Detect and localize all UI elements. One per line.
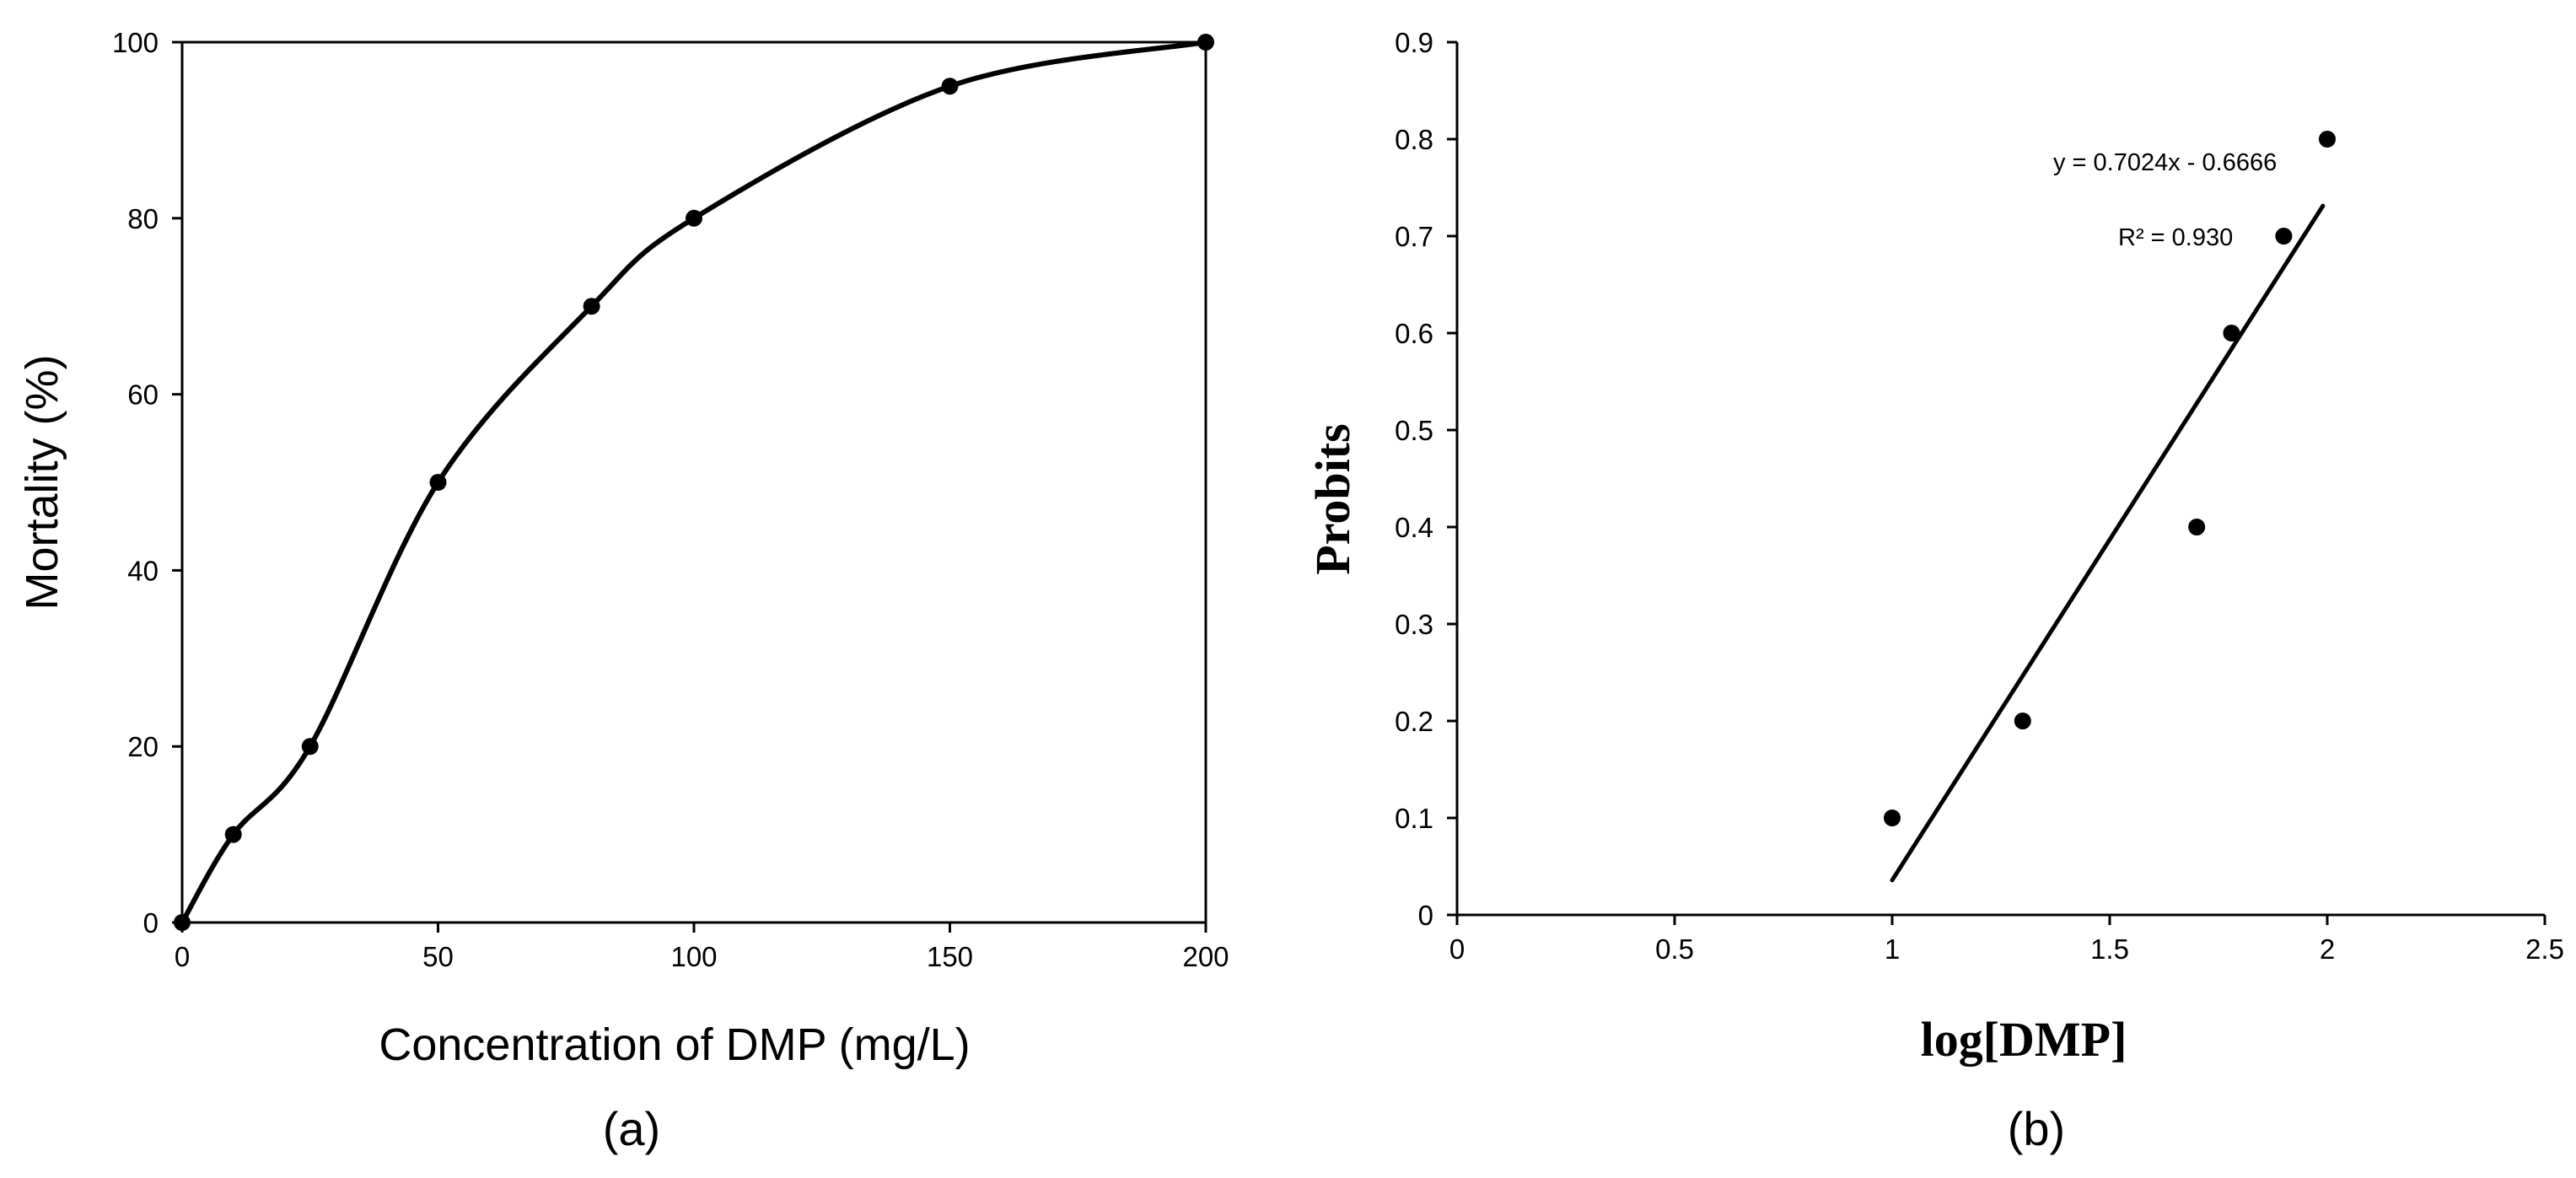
chart-b-y-tick-label: 0.7 (1395, 221, 1433, 252)
chart-b-data-point (2223, 325, 2240, 342)
chart-a-data-point (583, 298, 600, 315)
chart-a-y-tick-label: 100 (112, 27, 159, 58)
chart-a-x-tick-label: 150 (927, 941, 973, 972)
chart-b-equation-annotation: y = 0.7024x - 0.6666 (2053, 149, 2277, 176)
chart-a-data-point (686, 209, 702, 227)
chart-a-y-tick-label: 80 (127, 203, 159, 234)
chart-b-x-tick-label: 2 (2320, 933, 2335, 965)
chart-b-y-ticks: 0 0.1 0.2 0.3 0.4 0.5 0.6 0.7 0.8 0.9 (1395, 27, 1457, 931)
chart-b-x-tick-label: 2.5 (2525, 933, 2564, 965)
chart-a-x-tick-label: 50 (422, 941, 454, 972)
chart-a-data-point (941, 78, 959, 95)
chart-b-y-tick-label: 0.6 (1395, 318, 1433, 349)
chart-a-points (174, 34, 1214, 931)
chart-b-y-tick-label: 0 (1418, 900, 1433, 931)
chart-b-x-tick-label: 0.5 (1655, 933, 1694, 965)
chart-b-data-point (2014, 713, 2031, 729)
chart-a-data-point (1197, 34, 1214, 51)
chart-a-y-ticks: 0 20 40 60 80 100 (112, 27, 182, 939)
chart-b-trendline (1890, 203, 2326, 883)
chart-b-y-tick-label: 0.8 (1395, 124, 1433, 155)
chart-b-data-point (2275, 228, 2293, 245)
chart-a-y-tick-label: 20 (127, 731, 159, 762)
chart-a-x-tick-label: 200 (1182, 941, 1229, 972)
chart-b-x-tick-label: 1.5 (2090, 933, 2129, 965)
chart-b-y-tick-label: 0.3 (1395, 609, 1433, 640)
chart-b-panel-label: (b) (2008, 1102, 2065, 1155)
chart-b-x-tick-label: 1 (1885, 933, 1900, 965)
chart-a-plot-area (180, 40, 1207, 924)
chart-a-y-tick-label: 40 (127, 555, 159, 586)
chart-a-panel-label: (a) (603, 1102, 660, 1155)
chart-b-y-tick-label: 0.2 (1395, 706, 1433, 737)
chart-a-x-tick-label: 100 (670, 941, 717, 972)
chart-b-x-tick-label: 0 (1449, 933, 1465, 965)
chart-a-y-tick-label: 0 (143, 907, 159, 939)
chart-b-x-axis-label: log[DMP] (1921, 1012, 2127, 1067)
chart-a-y-tick-label: 60 (127, 379, 159, 411)
chart-b-y-axis-label: Probits (1305, 423, 1360, 574)
chart-b-data-point (1884, 810, 1901, 826)
chart-b-y-tick-label: 0.9 (1395, 27, 1433, 58)
chart-b: 0 0.1 0.2 0.3 0.4 0.5 0.6 0.7 0.8 0.9 0 0.5 1 1.5 2 2.… (1305, 27, 2564, 1155)
chart-b-data-point (2319, 131, 2336, 148)
chart-b-points (1884, 131, 2336, 826)
chart-b-y-tick-label: 0.5 (1395, 415, 1433, 446)
chart-a-data-point (301, 738, 319, 756)
chart-a-x-axis-label: Concentration of DMP (mg/L) (379, 1019, 970, 1070)
chart-a-data-point (429, 474, 447, 491)
chart-b-r2-annotation: R² = 0.930 (2118, 224, 2233, 251)
chart-b-y-tick-label: 0.4 (1395, 512, 1433, 543)
chart-b-x-ticks: 0 0.5 1 1.5 2 2.5 (1449, 915, 2564, 965)
chart-a-data-point (224, 826, 242, 843)
chart-a-data-point (174, 914, 191, 931)
chart-a-series-line (180, 40, 1208, 925)
chart-b-data-point (2188, 519, 2206, 535)
chart-b-y-tick-label: 0.1 (1395, 803, 1433, 834)
chart-a-x-ticks: 0 50 100 150 200 (175, 922, 1229, 972)
chart-a-x-tick-label: 0 (175, 941, 190, 972)
chart-a-y-axis-label: Mortality (%) (17, 354, 67, 610)
